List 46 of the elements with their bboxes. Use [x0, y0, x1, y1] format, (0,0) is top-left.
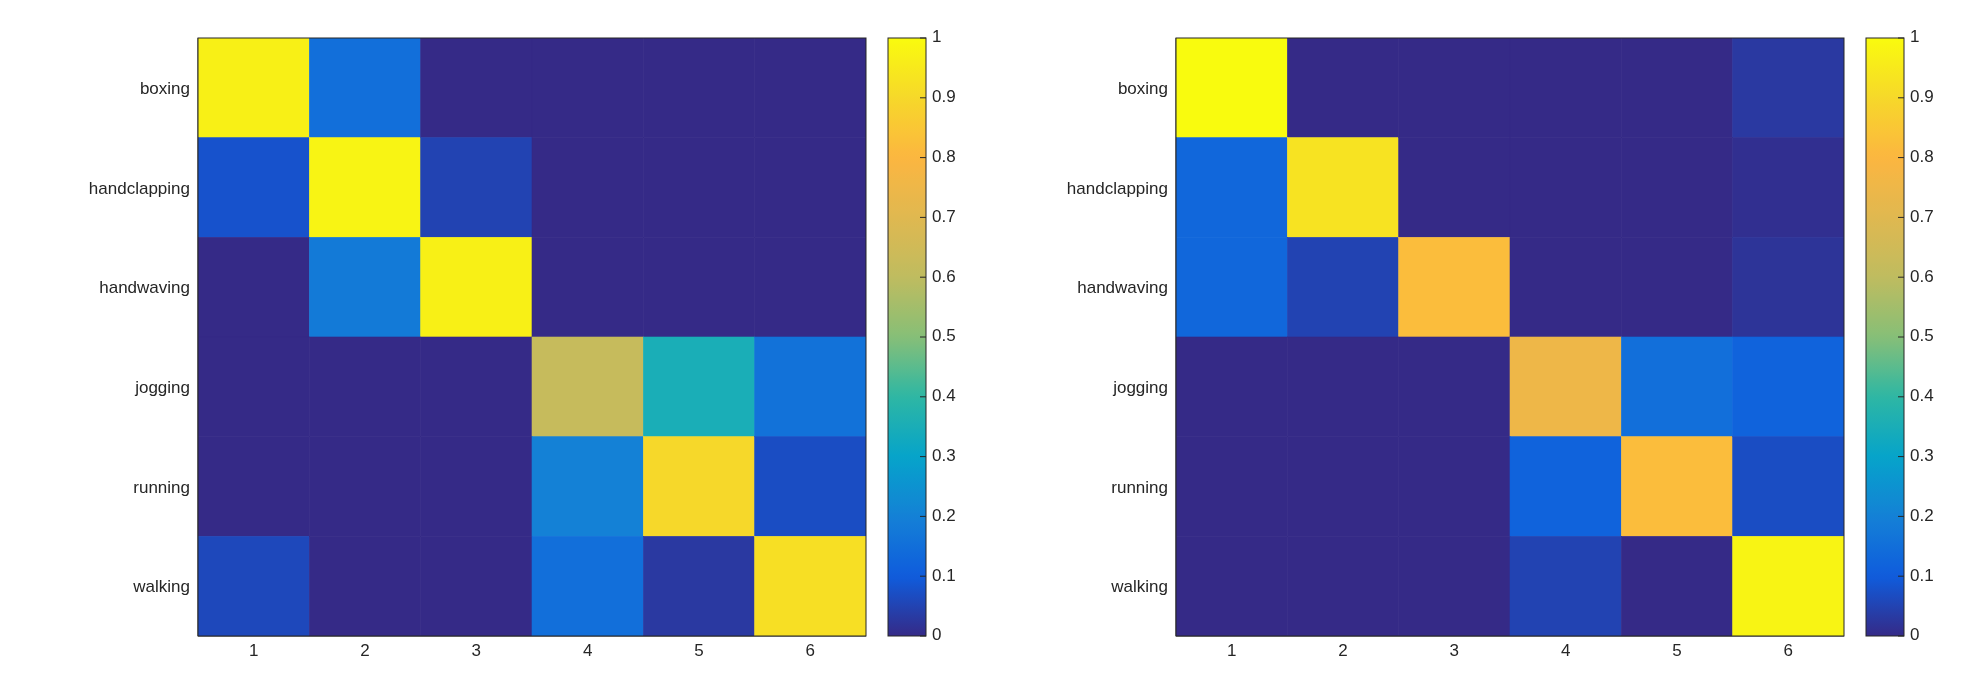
y-tick-label: jogging — [1112, 377, 1168, 397]
y-tick-label: jogging — [134, 377, 190, 397]
x-tick-label: 4 — [582, 641, 593, 661]
y-tick-label: handwaving — [1077, 278, 1168, 298]
color-bar-label: 0.1 — [932, 565, 956, 585]
color-bar-label: 0.8 — [1910, 147, 1934, 167]
color-bar-label: 0.9 — [932, 87, 956, 107]
x-tick-label: 2 — [360, 641, 370, 661]
color-bar-label: 0.2 — [1910, 505, 1934, 525]
color-bar-label: 0.7 — [1910, 206, 1934, 226]
color-bar-label: 0.1 — [1910, 565, 1934, 585]
x-tick-label: 1 — [1226, 641, 1237, 661]
color-bar-label: 0.8 — [932, 147, 956, 167]
color-bar-label: 0.3 — [1910, 446, 1934, 466]
x-tick-label: 3 — [471, 641, 482, 661]
y-tick-label: handclapping — [1066, 178, 1168, 198]
y-tick-label: running — [133, 477, 190, 497]
y-tick-label: running — [1111, 477, 1168, 497]
y-tick-label: boxing — [139, 78, 190, 98]
color-bar-label: 0.6 — [932, 266, 956, 286]
color-bar-label: 0.5 — [1910, 326, 1934, 346]
x-tick-label: 5 — [1672, 641, 1682, 661]
color-bar-label: 0 — [932, 625, 942, 645]
color-bar-label: 1 — [1910, 27, 1920, 47]
y-tick-label: handwaving — [99, 278, 190, 298]
color-bar-label: 0 — [1910, 625, 1920, 645]
y-tick-label: handclapping — [88, 178, 190, 198]
color-bar-label: 0.4 — [932, 386, 956, 406]
color-bar-label: 0.3 — [932, 446, 956, 466]
color-bar-label: 0.7 — [932, 206, 956, 226]
x-tick-label: 6 — [805, 641, 816, 661]
x-tick-label: 5 — [694, 641, 704, 661]
color-bar-label: 0.6 — [1910, 266, 1934, 286]
x-tick-label: 6 — [1783, 641, 1794, 661]
x-tick-label: 4 — [1560, 641, 1571, 661]
y-tick-label: boxing — [1117, 78, 1168, 98]
x-tick-label: 3 — [1449, 641, 1460, 661]
color-bar-label: 1 — [932, 27, 942, 47]
color-bar-label: 0.9 — [1910, 87, 1934, 107]
x-tick-label: 2 — [1338, 641, 1348, 661]
color-bar-label: 0.4 — [1910, 386, 1934, 406]
color-bar-label: 0.5 — [932, 326, 956, 346]
y-tick-label: walking — [132, 577, 190, 597]
color-bar-label: 0.2 — [932, 505, 956, 525]
x-tick-label: 1 — [248, 641, 259, 661]
y-tick-label: walking — [1110, 577, 1168, 597]
